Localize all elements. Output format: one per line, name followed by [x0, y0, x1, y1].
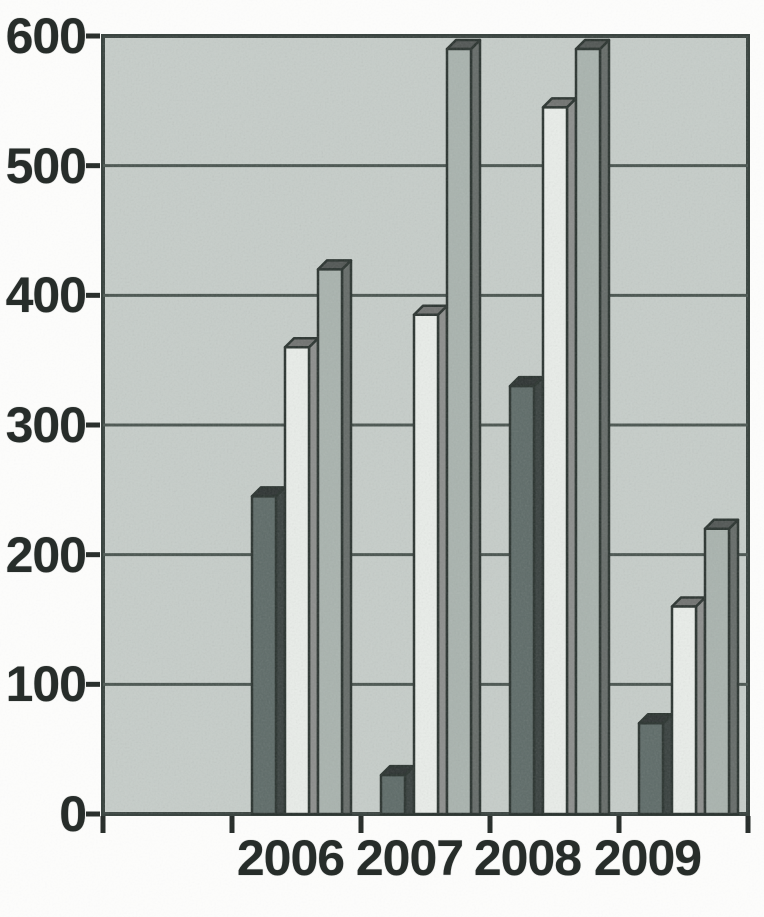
- y-tick-label: 200: [5, 526, 87, 583]
- y-tick-label: 0: [59, 786, 87, 842]
- y-tick-label: 600: [5, 8, 87, 64]
- y-tick-label: 100: [5, 656, 87, 713]
- y-tick-label: 300: [5, 397, 87, 453]
- x-tick-label-2006: 2006: [236, 830, 345, 886]
- y-tick-label: 500: [5, 137, 87, 194]
- x-tick-label-2009: 2009: [593, 830, 702, 886]
- x-tick-label-2007: 2007: [355, 830, 464, 886]
- x-tick-label-2008: 2008: [473, 830, 582, 886]
- y-tick-label: 400: [5, 267, 87, 324]
